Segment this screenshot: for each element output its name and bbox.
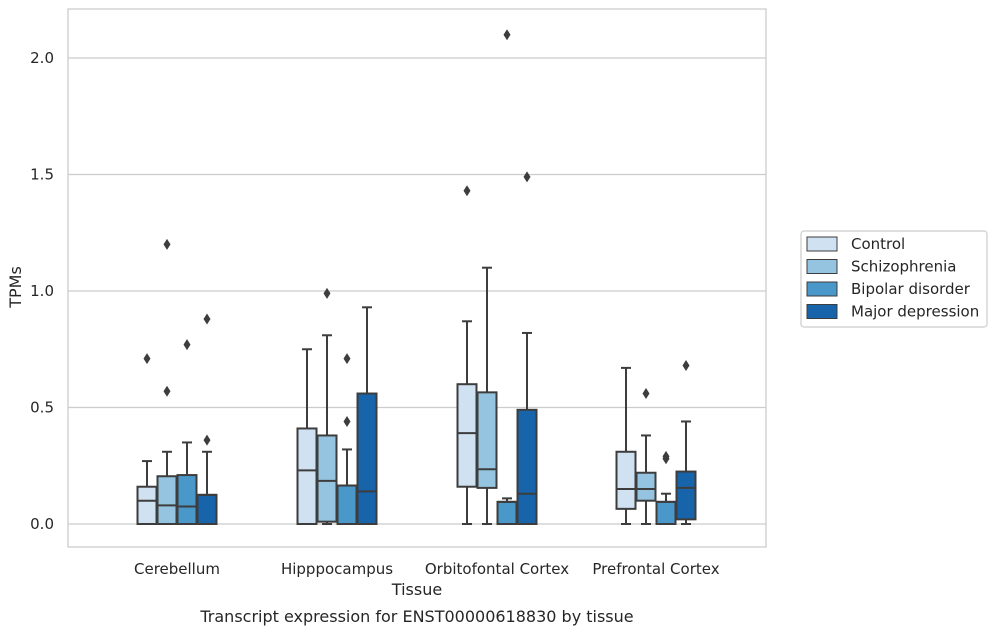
y-axis-ticks: 0.0 0.5 1.0 1.5 2.0	[30, 49, 54, 533]
legend-swatch	[806, 259, 838, 274]
outlier-point	[682, 360, 690, 372]
y-tick-label: 0.5	[30, 399, 54, 417]
box-major-depression	[356, 306, 378, 525]
legend-label: Bipolar disorder	[851, 280, 971, 298]
legend-label: Major depression	[851, 303, 979, 321]
legend-item: Schizophrenia	[806, 258, 956, 276]
outlier-point	[523, 171, 531, 183]
outlier-point	[343, 353, 351, 365]
box-iqr	[136, 485, 158, 525]
outlier-point	[203, 434, 211, 446]
outlier-point	[163, 238, 171, 250]
outlier-point	[662, 450, 670, 462]
outlier-point	[463, 185, 471, 197]
y-tick-label: 2.0	[30, 49, 54, 67]
box-iqr	[296, 427, 318, 525]
box-iqr	[456, 383, 478, 488]
box-iqr	[675, 470, 697, 521]
box-iqr	[336, 484, 358, 525]
x-axis-ticks: Cerebellum Hipppocampus Orbitofontal Corte…	[134, 560, 720, 578]
x-tick-label: Orbitofontal Cortex	[425, 560, 569, 578]
outlier-point	[323, 287, 331, 299]
box-iqr	[635, 471, 657, 502]
category-group	[296, 287, 378, 525]
legend-swatch	[806, 304, 838, 319]
box-iqr	[476, 391, 498, 489]
box-major-depression	[675, 360, 697, 525]
outlier-point	[203, 313, 211, 325]
outlier-point	[642, 388, 650, 400]
box-schizophrenia	[156, 238, 178, 525]
legend-label: Schizophrenia	[851, 258, 956, 276]
outlier-point	[183, 339, 191, 351]
plot-frame	[67, 8, 767, 548]
box-iqr	[176, 474, 198, 526]
box-major-depression	[516, 171, 538, 525]
y-tick-label: 1.5	[30, 166, 54, 184]
box-control	[615, 366, 637, 525]
x-tick-label: Cerebellum	[134, 560, 220, 578]
legend-swatch	[806, 281, 838, 297]
y-axis-label: TPMs	[6, 266, 25, 309]
box-iqr	[356, 392, 378, 525]
box-iqr	[516, 408, 538, 525]
legend-item: Control	[806, 235, 905, 253]
plot-area	[68, 9, 766, 547]
box-iqr	[655, 500, 677, 525]
box-bipolar-disorder	[176, 339, 198, 526]
box-schizophrenia	[476, 266, 498, 525]
box-iqr	[196, 493, 218, 525]
outlier-point	[343, 415, 351, 427]
chart-title: Transcript expression for ENST0000061883…	[199, 607, 633, 626]
x-axis-label: Tissue	[391, 580, 442, 599]
legend: Control Schizophrenia Bipolar disorder Majo…	[800, 230, 988, 328]
legend-label: Control	[851, 235, 905, 253]
outlier-point	[143, 353, 151, 365]
category-group	[456, 29, 538, 525]
box-iqr	[615, 450, 637, 510]
y-tick-label: 1.0	[30, 282, 54, 300]
box-bipolar-disorder	[496, 29, 518, 525]
outlier-point	[163, 385, 171, 397]
legend-frame	[800, 230, 988, 328]
box-iqr	[156, 475, 178, 525]
box-groups	[136, 29, 697, 526]
outlier-point	[503, 29, 511, 41]
y-tick-label: 0.0	[30, 515, 54, 533]
box-iqr	[316, 434, 338, 523]
x-tick-label: Hipppocampus	[281, 560, 393, 578]
category-group	[615, 360, 697, 525]
legend-item: Major depression	[806, 303, 979, 321]
box-schizophrenia	[635, 388, 657, 525]
box-schizophrenia	[316, 287, 338, 525]
legend-swatch	[806, 236, 838, 252]
x-tick-label: Prefrontal Cortex	[592, 560, 719, 578]
box-major-depression	[196, 313, 218, 525]
box-iqr	[496, 500, 518, 525]
legend-item: Bipolar disorder	[806, 280, 971, 298]
category-group	[136, 238, 218, 526]
